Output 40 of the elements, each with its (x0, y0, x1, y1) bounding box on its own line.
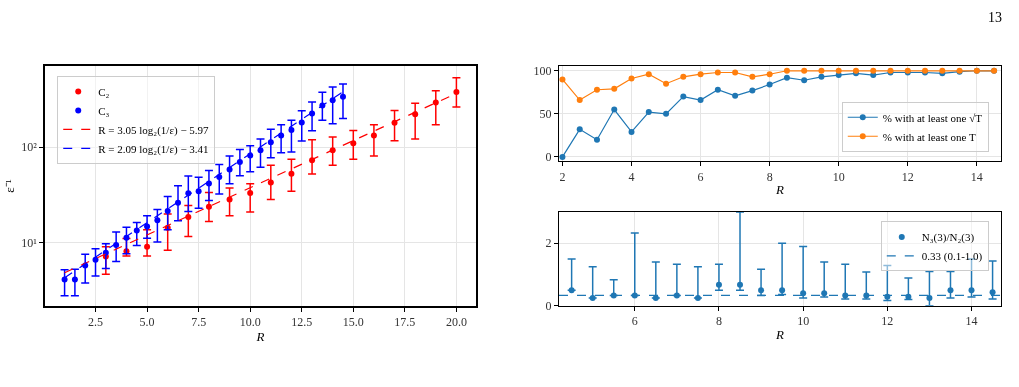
x-tick-label: 10 (797, 314, 810, 329)
x-tick-label: 6 (631, 314, 638, 329)
legend-label: C₃ (98, 104, 110, 117)
x-tick-label: 2.5 (88, 314, 104, 329)
x-tick-label: 10 (832, 169, 845, 184)
y-tick-label: 0 (545, 150, 552, 165)
x-tick-label: 12 (881, 314, 894, 329)
legend-label: C₂ (98, 85, 110, 98)
legend-label: % with at least one √T (882, 111, 983, 124)
x-tick-label: 15.0 (342, 314, 364, 329)
y-tick-label: 10² (21, 140, 38, 155)
x-tick-label: 8 (766, 169, 773, 184)
y-tick-label: 50 (539, 107, 552, 122)
legend-label: N₃(3)/N₂(3) (921, 231, 975, 245)
y-tick-label: 100 (533, 63, 552, 78)
x-tick-label: 14 (970, 169, 983, 184)
text: 13 (988, 10, 1002, 25)
legend-label: R = 2.09 log₂(1/ε) − 3.41 (98, 142, 209, 156)
legend-label: R = 3.05 log₂(1/ε) − 5.97 (98, 123, 210, 137)
legend-label: % with at least one T (882, 130, 977, 143)
x-tick-label: 5.0 (139, 314, 155, 329)
x-tick-label: 17.5 (394, 314, 416, 329)
x-tick-label: 10.0 (239, 314, 261, 329)
x-axis-title: R (255, 328, 265, 344)
legend-label: 0.33 (0.1-1.0) (921, 250, 983, 264)
x-tick-label: 7.5 (191, 314, 207, 329)
y-tick-label: 2 (545, 236, 552, 251)
x-tick-label: 6 (697, 169, 704, 184)
x-axis-title: R (775, 326, 785, 342)
x-tick-label: 12 (901, 169, 914, 184)
x-tick-label: 14 (965, 314, 978, 329)
x-tick-label: 20.0 (445, 314, 467, 329)
y-tick-label: 0 (545, 298, 552, 313)
x-tick-label: 12.5 (291, 314, 313, 329)
y-axis-title: ε⁻¹ (1, 179, 17, 193)
x-axis-title: R (775, 182, 785, 198)
x-tick-label: 8 (715, 314, 722, 329)
y-tick-label: 10¹ (21, 236, 38, 251)
x-tick-label: 2 (559, 169, 566, 184)
x-tick-label: 4 (628, 169, 635, 184)
